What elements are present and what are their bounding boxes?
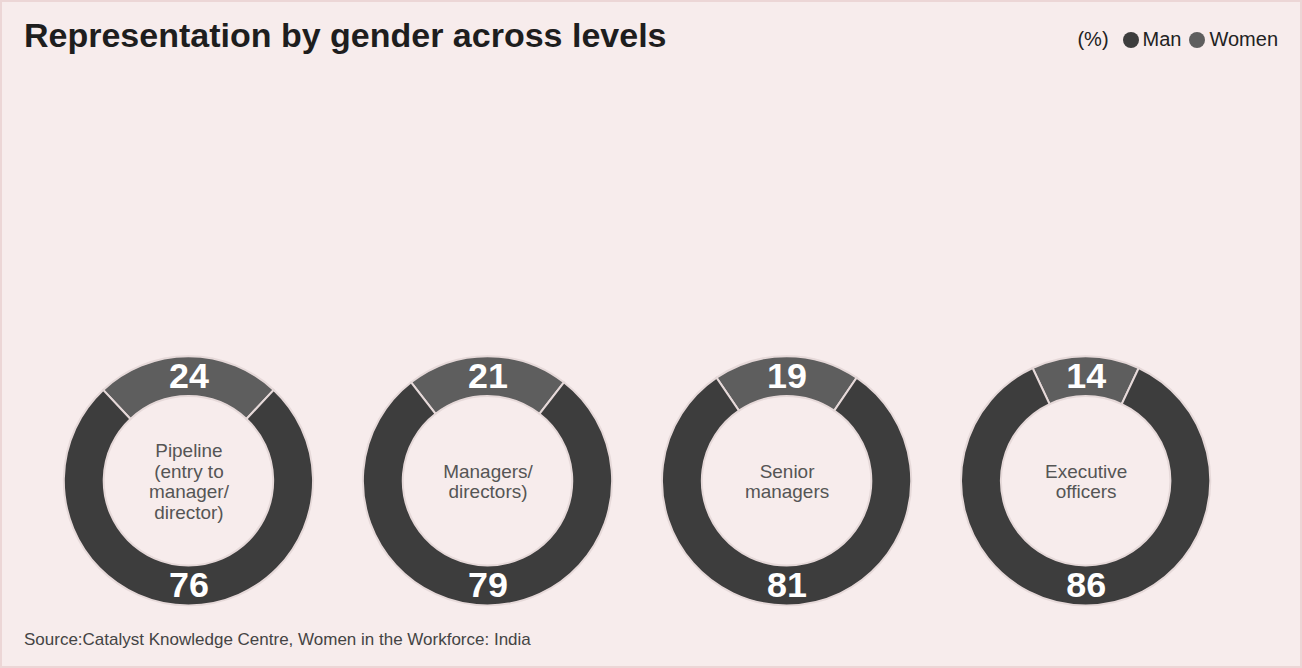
html-text:Representation by gender acros: Representation by gender across levels [24, 16, 667, 54]
svg-text:Pipeline(entry tomanager/direc: Pipeline(entry tomanager/director) [149, 440, 230, 524]
svg-text:79: 79 [468, 565, 508, 605]
svg-text:19: 19 [767, 356, 807, 396]
svg-text:Managers/directors): Managers/directors) [443, 461, 533, 503]
svg-text:21: 21 [468, 356, 508, 396]
svg-text:Executiveofficers: Executiveofficers [1045, 461, 1127, 503]
svg-text:86: 86 [1066, 565, 1106, 605]
html-text:Man: Man [1142, 28, 1182, 50]
svg-text:81: 81 [767, 565, 807, 605]
html-text:Source:Catalyst Knowledge Cent: Source:Catalyst Knowledge Centre, Women … [24, 630, 531, 649]
svg-text:24: 24 [169, 356, 209, 396]
svg-text:Seniormanagers: Seniormanagers [745, 461, 829, 503]
svg-text:14: 14 [1066, 356, 1106, 396]
svg-text:76: 76 [169, 565, 209, 605]
html-text:Women: Women [1209, 28, 1278, 50]
